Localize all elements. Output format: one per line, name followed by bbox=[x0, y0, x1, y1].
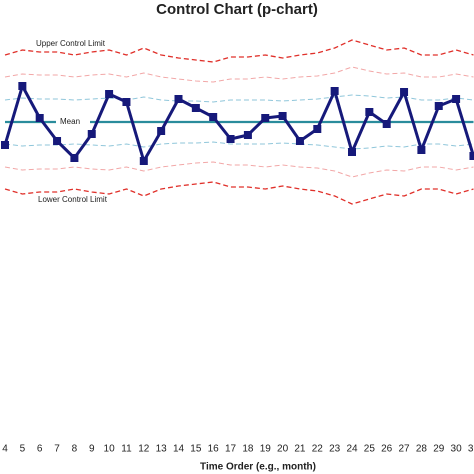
label-background bbox=[56, 115, 90, 129]
x-tick-label: 22 bbox=[312, 444, 324, 455]
data-point bbox=[87, 130, 96, 138]
data-point bbox=[53, 137, 62, 145]
x-tick-label: 30 bbox=[451, 444, 463, 455]
x-tick-label: 29 bbox=[433, 444, 445, 455]
x-tick-label: 10 bbox=[104, 444, 116, 455]
series-line bbox=[4, 161, 474, 178]
data-point bbox=[18, 82, 27, 90]
x-tick-label: 27 bbox=[398, 444, 410, 455]
series-line bbox=[4, 66, 474, 83]
x-tick-label: 8 bbox=[72, 444, 78, 455]
data-point bbox=[243, 131, 252, 139]
x-tick-label: 21 bbox=[294, 444, 306, 455]
series-line bbox=[4, 94, 474, 103]
data-point bbox=[174, 95, 183, 103]
data-point bbox=[1, 141, 9, 149]
x-tick-label: 31 bbox=[468, 444, 474, 455]
x-tick-label: 28 bbox=[416, 444, 428, 455]
data-point bbox=[313, 125, 322, 133]
x-tick-label: 6 bbox=[37, 444, 43, 455]
data-point bbox=[261, 114, 270, 122]
x-tick-label: 18 bbox=[242, 444, 254, 455]
x-tick-label: 4 bbox=[2, 444, 8, 455]
x-tick-label: 12 bbox=[138, 444, 150, 455]
x-tick-label: 17 bbox=[225, 444, 237, 455]
x-tick-label: 11 bbox=[121, 444, 132, 455]
x-tick-label: 13 bbox=[156, 444, 168, 455]
data-point bbox=[348, 148, 356, 156]
x-tick-label: 24 bbox=[346, 444, 358, 455]
data-point bbox=[209, 113, 218, 121]
data-point bbox=[278, 112, 287, 120]
series-label: Upper Control Limit bbox=[36, 39, 106, 48]
data-point bbox=[122, 98, 131, 106]
series-line bbox=[4, 141, 474, 150]
series-line bbox=[4, 39, 474, 63]
data-point bbox=[295, 137, 304, 145]
data-point bbox=[400, 88, 409, 96]
x-tick-label: 9 bbox=[89, 444, 95, 455]
data-point bbox=[434, 102, 443, 110]
x-tick-label: 23 bbox=[329, 444, 341, 455]
series-line bbox=[4, 181, 474, 205]
series-label: Lower Control Limit bbox=[38, 195, 108, 204]
x-tick-label: 16 bbox=[208, 444, 220, 455]
data-point bbox=[226, 135, 235, 143]
data-point bbox=[191, 104, 200, 112]
x-tick-label: 5 bbox=[20, 444, 26, 455]
data-point bbox=[157, 127, 166, 135]
data-point bbox=[35, 114, 44, 122]
chart-title: Control Chart (p-chart) bbox=[156, 1, 318, 18]
x-tick-label: 19 bbox=[260, 444, 272, 455]
x-tick-label: 20 bbox=[277, 444, 289, 455]
data-point bbox=[417, 146, 426, 154]
data-point bbox=[139, 157, 148, 165]
data-point bbox=[452, 95, 461, 103]
data-point bbox=[469, 152, 474, 160]
x-tick-label: 14 bbox=[173, 444, 185, 455]
x-axis-label: Time Order (e.g., month) bbox=[200, 462, 316, 473]
x-tick-label: 25 bbox=[364, 444, 376, 455]
data-point bbox=[330, 87, 339, 95]
data-point bbox=[105, 90, 114, 98]
series-label: Mean bbox=[60, 117, 80, 126]
data-point bbox=[382, 120, 391, 128]
x-tick-label: 7 bbox=[54, 444, 60, 455]
data-point bbox=[70, 154, 79, 162]
x-tick-label: 15 bbox=[190, 444, 202, 455]
data-point bbox=[365, 108, 374, 116]
series-line bbox=[3, 84, 474, 163]
x-tick-label: 26 bbox=[381, 444, 393, 455]
